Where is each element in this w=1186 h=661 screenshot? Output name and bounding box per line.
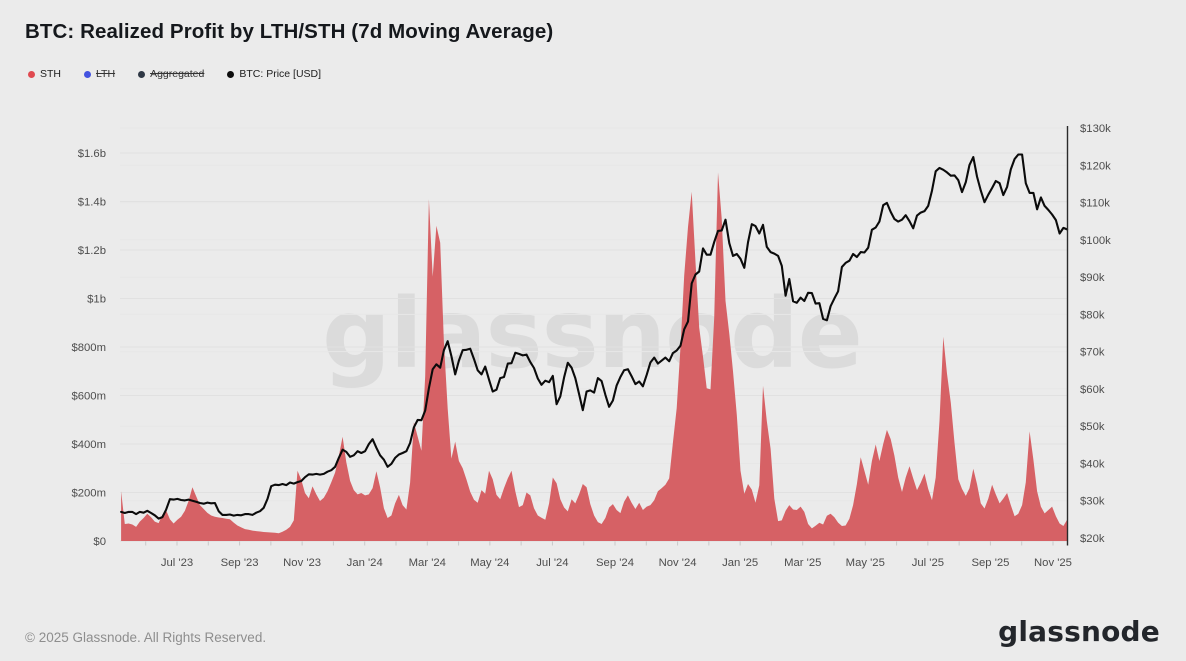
series-line-btc-price [120, 153, 1069, 520]
legend-dot-sth [28, 70, 35, 78]
legend-item-aggregated[interactable]: Aggregated [138, 68, 204, 80]
left-axis-label: $1.2b [78, 245, 106, 257]
legend-dot-aggregated [138, 70, 146, 78]
right-axis-label: $40k [1080, 458, 1105, 470]
legend-item-btc-price-usd[interactable]: BTC: Price [USD] [227, 68, 321, 80]
x-tick-label: Sep '24 [596, 557, 634, 569]
left-axis-label: $400m [71, 439, 106, 451]
legend-dot-lth [84, 70, 91, 78]
glassnode-logo: glassnode [998, 615, 1160, 648]
legend-item-lth[interactable]: LTH [84, 68, 115, 80]
copyright-text: © 2025 Glassnode. All Rights Reserved. [25, 630, 267, 645]
left-axis-label: $1b [87, 294, 106, 306]
legend-label-aggregated: Aggregated [150, 68, 205, 80]
glassnode-watermark: glassnode [322, 278, 862, 390]
x-tick-label: Jul '24 [536, 557, 568, 569]
x-tick-label: May '25 [846, 557, 885, 569]
legend-label-btc-price-usd: BTC: Price [USD] [239, 68, 322, 80]
left-axis-label: $0 [93, 536, 106, 548]
right-axis-label: $90k [1080, 272, 1105, 284]
x-tick-label: May '24 [470, 557, 509, 569]
right-axis-label: $120k [1080, 160, 1111, 172]
legend-label-lth: LTH [96, 68, 116, 80]
right-axis-label: $100k [1080, 235, 1111, 247]
right-axis-label: $110k [1080, 198, 1110, 210]
x-tick-label: Jan '24 [347, 557, 383, 569]
x-tick-label: Jul '23 [161, 557, 193, 569]
right-axis-label: $50k [1080, 421, 1105, 433]
x-tick-label: Mar '24 [409, 557, 446, 569]
right-axis-label: $70k [1080, 347, 1105, 359]
right-axis-label: $30k [1080, 496, 1105, 508]
x-tick-label: Sep '23 [221, 557, 259, 569]
right-axis-label: $130k [1080, 123, 1111, 135]
page-title: BTC: Realized Profit by LTH/STH (7d Movi… [25, 20, 554, 43]
right-axis-label: $60k [1080, 384, 1105, 396]
series-area-sth [121, 172, 1068, 541]
right-axis-label: $80k [1080, 309, 1105, 321]
x-tick-label: Jul '25 [912, 557, 944, 569]
left-axis-label: $800m [71, 342, 106, 354]
left-axis-label: $200m [71, 488, 106, 500]
x-tick-label: Sep '25 [971, 557, 1009, 569]
x-tick-label: Nov '24 [659, 557, 697, 569]
x-tick-label: Mar '25 [784, 557, 821, 569]
left-axis-label: $1.4b [78, 197, 106, 209]
left-axis-label: $1.6b [78, 148, 106, 160]
x-tick-label: Nov '23 [283, 557, 321, 569]
x-tick-label: Nov '25 [1034, 557, 1072, 569]
legend-item-sth[interactable]: STH [28, 68, 61, 80]
right-axis-label: $20k [1080, 533, 1105, 545]
x-tick-label: Jan '25 [722, 557, 758, 569]
left-axis-label: $600m [71, 391, 106, 403]
legend-label-sth: STH [40, 68, 61, 80]
legend-dot-btc-price-usd [227, 70, 235, 78]
legend: STH LTH Aggregated BTC: Price [USD] [28, 68, 321, 80]
